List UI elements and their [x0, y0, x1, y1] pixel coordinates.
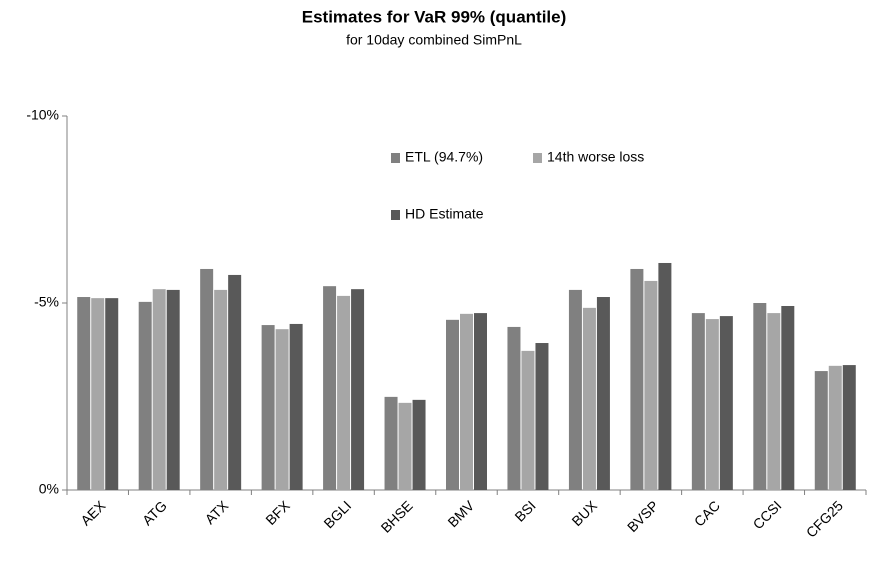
x-tick-label: BHSE	[378, 497, 416, 535]
y-tick-label: -5%	[34, 294, 59, 310]
bar	[521, 350, 535, 490]
legend-label: 14th worse loss	[547, 149, 644, 165]
bar	[719, 316, 733, 490]
bar	[691, 313, 705, 490]
bar	[828, 365, 842, 490]
bar	[138, 301, 152, 490]
bar	[337, 295, 351, 490]
bar	[200, 268, 214, 490]
bar	[261, 325, 275, 490]
x-tick-label: CAC	[691, 497, 723, 529]
legend-swatch	[533, 153, 542, 163]
bar	[644, 280, 658, 490]
bar	[214, 289, 228, 490]
bar	[474, 313, 487, 490]
bar	[91, 298, 105, 490]
bar	[398, 402, 412, 490]
bar	[460, 313, 473, 490]
legend-swatch	[391, 210, 400, 220]
legend-label: HD Estimate	[405, 206, 484, 222]
bar	[77, 297, 91, 490]
x-tick-label: BSI	[511, 497, 538, 524]
bar	[582, 307, 596, 490]
bar	[781, 305, 795, 490]
bar	[568, 289, 582, 490]
bar	[166, 289, 180, 490]
bar	[275, 329, 289, 490]
legend-label: ETL (94.7%)	[405, 149, 483, 165]
x-tick-label: BGLI	[320, 497, 354, 531]
bar	[630, 268, 644, 490]
bar	[105, 298, 119, 490]
x-tick-label: BVSP	[624, 497, 662, 535]
x-tick-label: AEX	[77, 497, 109, 529]
bar	[384, 396, 398, 490]
y-tick-label: 0%	[39, 481, 59, 497]
bar	[507, 326, 521, 490]
bar	[767, 313, 781, 490]
bar	[323, 286, 337, 490]
bar	[228, 274, 242, 490]
bar	[814, 371, 828, 490]
x-tick-label: ATG	[139, 497, 170, 528]
x-tick-label: BMV	[444, 497, 477, 530]
bar	[753, 303, 767, 490]
bar	[658, 262, 672, 490]
bar	[535, 343, 549, 490]
bar	[152, 289, 166, 490]
x-tick-label: BUX	[568, 497, 600, 529]
x-tick-label: ATX	[202, 497, 232, 527]
bar	[842, 365, 856, 490]
x-tick-label: CFG25	[803, 497, 846, 540]
bar	[351, 289, 365, 490]
bar	[289, 323, 303, 490]
bar	[412, 399, 426, 490]
legend-swatch	[391, 153, 400, 163]
y-tick-label: -10%	[26, 107, 59, 123]
chart-subtitle: for 10day combined SimPnL	[346, 32, 522, 48]
x-tick-label: BFX	[262, 497, 293, 528]
bar	[596, 297, 610, 490]
bar	[705, 319, 719, 490]
x-tick-label: CCSI	[750, 497, 785, 532]
bar	[446, 319, 459, 490]
chart-title: Estimates for VaR 99% (quantile)	[302, 7, 567, 26]
